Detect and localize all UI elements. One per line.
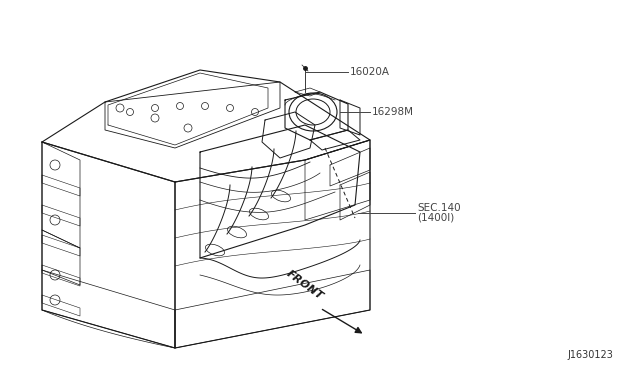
Text: 16298M: 16298M: [372, 107, 414, 117]
Text: (1400I): (1400I): [417, 213, 454, 223]
Text: SEC.140: SEC.140: [417, 203, 461, 213]
Text: FRONT: FRONT: [285, 269, 325, 302]
Text: 16020A: 16020A: [350, 67, 390, 77]
Text: J1630123: J1630123: [567, 350, 613, 360]
